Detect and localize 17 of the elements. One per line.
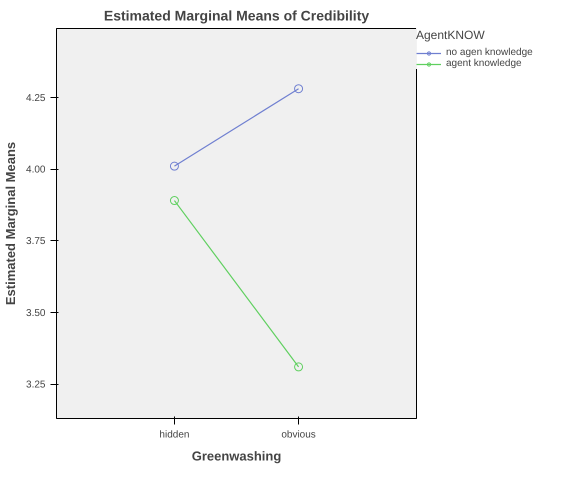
y-tick-label: 3.50 (26, 308, 46, 319)
x-tick-label: obvious (281, 430, 316, 440)
y-axis-title: Estimated Marginal Means (3, 142, 18, 306)
y-tick-label: 4.00 (26, 164, 46, 176)
point (170, 196, 179, 206)
x-tick-label: hidden (159, 430, 190, 440)
chart-title: Estimated Marginal Means of Credibility (104, 8, 370, 24)
legend-label: agent knowledge (446, 58, 522, 69)
y-tick-label: 3.25 (26, 380, 46, 391)
point (294, 84, 304, 94)
x-axis-title: Greenwashing (192, 448, 282, 464)
legend-title: AgentKNOW (416, 28, 486, 42)
point (170, 162, 179, 171)
point (294, 362, 304, 372)
y-tick-label: 4.25 (26, 92, 46, 104)
legend-label: no agen knowledge (446, 47, 533, 58)
y-tick-label: 3.75 (26, 236, 46, 248)
